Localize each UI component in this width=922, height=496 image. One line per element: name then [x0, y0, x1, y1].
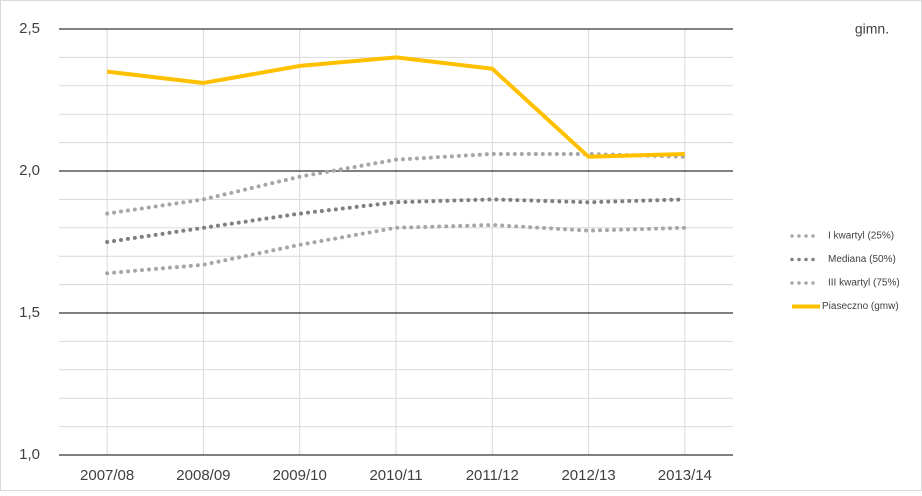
legend-label: III kwartyl (75%) — [828, 278, 900, 289]
x-tick-label: 2010/11 — [369, 467, 422, 484]
y-tick-label: 2,5 — [19, 20, 40, 37]
x-tick-label: 2008/09 — [176, 467, 230, 484]
y-tick-label: 2,0 — [19, 162, 40, 179]
x-tick-label: 2007/08 — [80, 467, 134, 484]
x-tick-label: 2011/12 — [466, 467, 519, 484]
series-line — [105, 222, 687, 276]
x-tick-label: 2009/10 — [273, 467, 327, 484]
series-line — [106, 55, 685, 159]
legend-label: Piaseczno (gmw) — [822, 301, 899, 312]
legend-label: Mediana (50%) — [828, 254, 896, 265]
chart-title: gimn. — [855, 21, 889, 37]
x-tick-label: 2012/13 — [561, 467, 615, 484]
series-line — [105, 151, 687, 216]
legend-label: I kwartyl (25%) — [828, 231, 894, 242]
y-tick-label: 1,0 — [19, 446, 40, 463]
x-tick-label: 2013/14 — [658, 467, 712, 484]
y-tick-label: 1,5 — [19, 304, 40, 321]
series-line — [105, 197, 687, 244]
